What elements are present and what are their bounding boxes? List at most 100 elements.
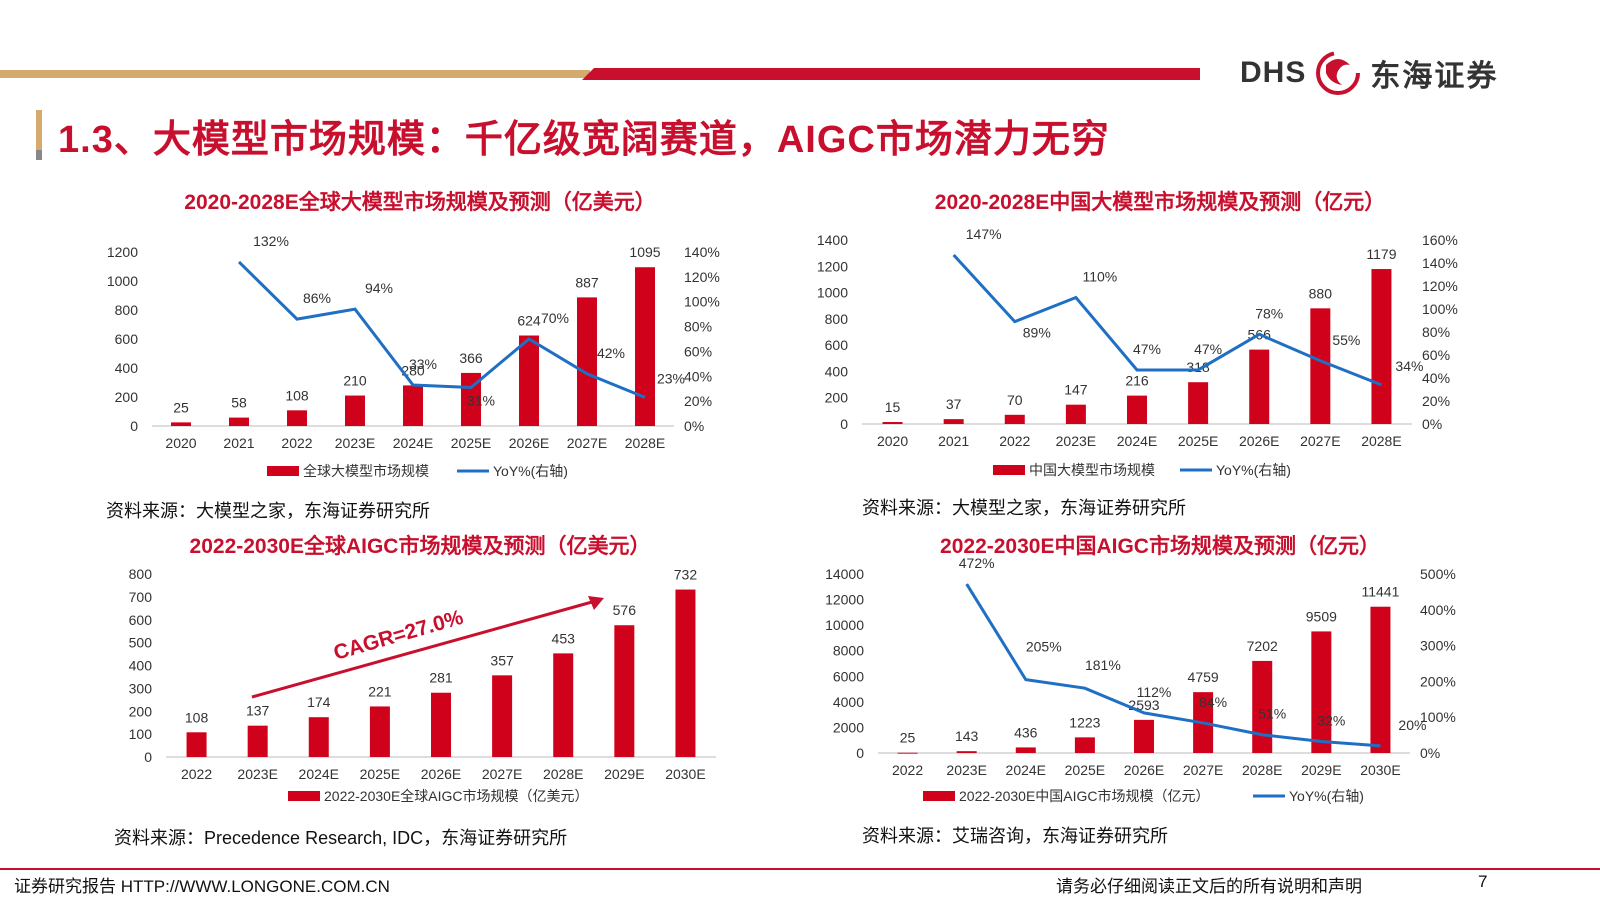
c3-bar-value-label: 732 [674, 567, 698, 583]
c4-xtick-label: 2029E [1301, 762, 1341, 778]
c4-ytick-label: 6000 [833, 668, 864, 684]
c2-xtick-label: 2028E [1361, 433, 1401, 449]
c2-yoy-label: 110% [1082, 269, 1117, 285]
c4-yoy-label: 51% [1258, 706, 1286, 722]
c3-cagr-arrow-head [588, 596, 604, 610]
c2-yoy-label: 47% [1133, 341, 1161, 357]
c1-yoy-label: 33% [409, 356, 437, 372]
c3-xtick-label: 2029E [604, 766, 644, 782]
c3-bar-value-label: 576 [613, 602, 637, 618]
c2-y2tick-label: 120% [1422, 278, 1458, 294]
c1-bar-value-label: 887 [575, 274, 599, 290]
c3-bar-value-label: 281 [429, 670, 453, 686]
c1-ytick-label: 0 [130, 418, 138, 434]
c2-bar [1065, 404, 1086, 424]
c4-ytick-label: 8000 [833, 643, 864, 659]
c1-y2tick-label: 20% [684, 393, 712, 409]
c2-ytick-label: 400 [825, 363, 849, 379]
c3-bar [186, 732, 207, 757]
c1-xtick-label: 2020 [165, 435, 196, 451]
c4-bar-value-label: 4759 [1188, 669, 1219, 685]
c3-bar [553, 653, 574, 757]
source-global-llm: 资料来源：大模型之家，东海证券研究所 [106, 501, 430, 521]
c4-bar [897, 752, 918, 754]
c4-ytick-label: 2000 [833, 719, 864, 735]
c1-xtick-label: 2022 [281, 435, 312, 451]
c1-yoy-line [237, 260, 646, 399]
c2-xtick-label: 2026E [1239, 433, 1279, 449]
c1-yoy-label: 23% [657, 370, 685, 386]
c2-xtick-label: 2021 [938, 433, 969, 449]
c1-bar [403, 385, 423, 426]
c2-bar-value-label: 1179 [1366, 246, 1396, 262]
c2-ytick-label: 200 [825, 390, 849, 406]
c4-yoy-line [965, 583, 1381, 748]
c3-xtick-label: 2024E [299, 766, 339, 782]
c1-y2tick-label: 140% [684, 244, 720, 260]
c2-bar-value-label: 15 [885, 399, 901, 415]
c1-bar-value-label: 280 [401, 362, 425, 378]
c4-legend-line-label: YoY%(右轴) [1289, 788, 1364, 804]
c1-bar-value-label: 366 [459, 350, 483, 366]
c3-ytick-label: 0 [144, 749, 152, 765]
chart-title-global-llm: 2020-2028E全球大模型市场规模及预测（亿美元） [184, 191, 656, 214]
c2-xtick-label: 2020 [877, 433, 908, 449]
c2-bar [1127, 395, 1147, 424]
brand-name-en: DHS [1240, 56, 1307, 89]
chart-title-china-aigc: 2022-2030E中国AIGC市场规模及预测（亿元） [940, 535, 1380, 558]
c1-bar-value-label: 210 [343, 373, 367, 389]
c1-yoy-label: 132% [253, 233, 289, 249]
footer-divider [0, 868, 1600, 870]
c3-cagr-arrow-line [251, 600, 593, 699]
c3-bar-value-label: 137 [246, 703, 270, 719]
c4-yoy-label: 181% [1085, 657, 1121, 673]
c4-y2tick-label: 500% [1420, 566, 1456, 582]
c2-ytick-label: 1400 [817, 232, 848, 248]
c3-bar [431, 692, 451, 757]
c3-bar-value-label: 108 [185, 709, 209, 725]
c1-bar [519, 335, 539, 426]
c3-bar [308, 717, 329, 757]
c4-ytick-label: 0 [856, 745, 864, 761]
c4-y2tick-label: 400% [1420, 602, 1456, 618]
c2-xtick-label: 2024E [1117, 433, 1157, 449]
c2-y2tick-label: 80% [1422, 324, 1450, 340]
c2-yoy-label: 34% [1395, 358, 1423, 374]
c1-bar [577, 297, 597, 426]
c1-bar-value-label: 58 [231, 395, 247, 411]
c4-bar [1370, 606, 1391, 753]
c1-xtick-label: 2021 [223, 435, 254, 451]
c1-ytick-label: 800 [115, 302, 139, 318]
c3-xtick-label: 2026E [421, 766, 461, 782]
c3-ytick-label: 500 [129, 635, 153, 651]
source-china-llm: 资料来源：大模型之家，东海证券研究所 [862, 498, 1186, 518]
c3-ytick-label: 100 [129, 726, 153, 742]
c4-bar [1134, 719, 1154, 753]
c1-xtick-label: 2023E [335, 435, 375, 451]
c4-yoy-label: 84% [1199, 694, 1227, 710]
c3-bar-value-label: 453 [552, 630, 576, 646]
c1-ytick-label: 200 [115, 389, 139, 405]
c3-xtick-label: 2023E [237, 766, 277, 782]
c1-ytick-label: 400 [115, 360, 139, 376]
c2-ytick-label: 1200 [817, 258, 848, 274]
c3-bar [369, 706, 390, 757]
c4-xtick-label: 2025E [1065, 762, 1105, 778]
c1-yoy-label: 31% [467, 392, 495, 408]
title-accent-bar-gray [36, 150, 42, 160]
c1-bar [635, 267, 655, 426]
c1-ytick-label: 1200 [107, 244, 138, 260]
c4-bar-value-label: 1223 [1069, 714, 1100, 730]
c2-xtick-label: 2023E [1056, 433, 1096, 449]
c2-ytick-label: 0 [840, 416, 848, 432]
c4-legend-bar-swatch [923, 791, 955, 801]
c2-y2tick-label: 40% [1422, 370, 1450, 386]
c3-ytick-label: 700 [129, 589, 153, 605]
c2-bar-value-label: 880 [1309, 285, 1333, 301]
c4-ytick-label: 14000 [825, 566, 864, 582]
c3-ytick-label: 200 [129, 703, 153, 719]
c1-bar-value-label: 25 [173, 399, 189, 415]
c4-xtick-label: 2030E [1360, 762, 1400, 778]
c1-bar [229, 417, 249, 426]
c2-bar [1310, 308, 1331, 424]
